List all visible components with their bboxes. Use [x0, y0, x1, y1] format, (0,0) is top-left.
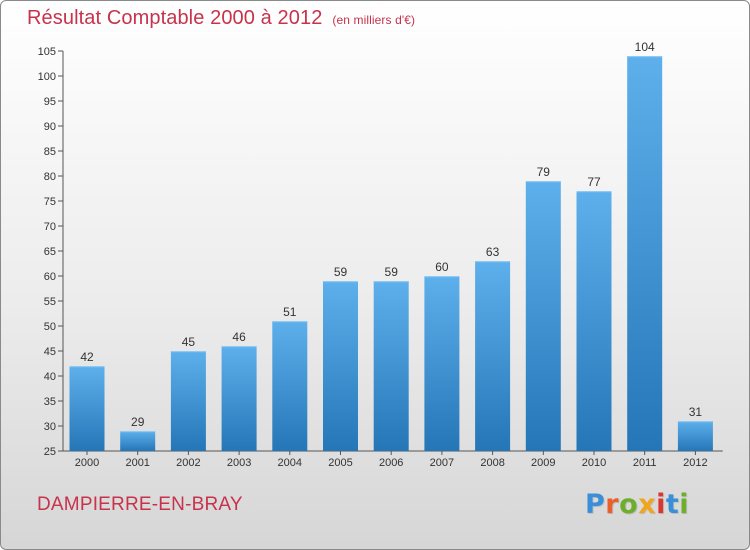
bar-2012 [677, 421, 713, 451]
data-label: 51 [283, 305, 297, 319]
chart-title-text: Résultat Comptable 2000 à 2012 [27, 7, 323, 29]
y-tick-label: 25 [44, 446, 56, 458]
proxiti-logo[interactable]: Proxiti [585, 489, 689, 520]
bar-2002 [170, 351, 206, 451]
data-label: 46 [232, 330, 246, 344]
logo-letter: i [656, 489, 666, 520]
bar-2011 [627, 56, 663, 451]
bars [69, 56, 713, 451]
x-tick-label: 2012 [683, 457, 707, 469]
bar-2008 [475, 261, 511, 451]
y-tick-label: 95 [44, 96, 56, 108]
logo-letter: x [638, 489, 657, 520]
bar-highlight [525, 181, 561, 183]
bar-highlight [627, 56, 663, 58]
chart-subtitle: (en milliers d'€) [332, 13, 416, 27]
bar-highlight [677, 421, 713, 423]
y-tick-label: 85 [44, 146, 56, 158]
data-label: 59 [334, 265, 348, 279]
bar-highlight [475, 261, 511, 263]
y-tick-label: 100 [38, 71, 56, 83]
data-label: 31 [689, 405, 703, 419]
x-tick-label: 2004 [278, 457, 302, 469]
data-label: 42 [80, 350, 94, 364]
data-label: 45 [182, 335, 196, 349]
data-label: 60 [435, 260, 449, 274]
x-tick-label: 2006 [379, 457, 403, 469]
y-tick-label: 75 [44, 196, 56, 208]
bar-highlight [272, 321, 308, 323]
data-label: 59 [385, 265, 399, 279]
x-tick-label: 2000 [75, 457, 99, 469]
x-axis: 2000 2001 2002 2003 2004 2005 2006 2007 2008 2009… [63, 450, 723, 469]
logo-letter: r [605, 489, 620, 520]
data-labels: 42 29 45 46 51 59 59 60 63 79 77 104 31 [80, 40, 702, 429]
bar-2010 [576, 191, 612, 451]
bar-highlight [221, 346, 257, 348]
y-tick-label: 55 [44, 296, 56, 308]
x-tick-label: 2001 [125, 457, 149, 469]
bar-highlight [170, 351, 206, 353]
y-tick-label: 50 [44, 321, 56, 333]
bar-2005 [323, 281, 358, 451]
bar-2009 [525, 181, 561, 451]
commune-name: DAMPIERRE-EN-BRAY [37, 494, 243, 515]
bar-2000 [69, 366, 105, 451]
bar-2003 [221, 346, 257, 451]
y-tick-label: 65 [44, 246, 56, 258]
data-label: 29 [131, 415, 145, 429]
logo-letter: P [585, 489, 606, 520]
x-tick-label: 2008 [480, 457, 504, 469]
y-tick-label: 90 [44, 121, 56, 133]
y-tick-label: 45 [44, 346, 56, 358]
bar-highlight [576, 191, 612, 193]
logo-letter: t [665, 489, 680, 520]
x-tick-label: 2003 [227, 457, 251, 469]
x-tick-label: 2005 [328, 457, 352, 469]
bar-highlight [69, 366, 105, 368]
bar-2007 [424, 276, 460, 451]
x-tick-label: 2007 [430, 457, 454, 469]
y-tick-label: 60 [44, 271, 56, 283]
bar-highlight [120, 431, 156, 433]
logo-letter: i [679, 489, 690, 520]
chart-title: Résultat Comptable 2000 à 2012 (en millie… [27, 7, 415, 30]
bar-highlight [323, 281, 358, 283]
y-tick-label: 30 [44, 421, 56, 433]
data-label: 79 [537, 165, 551, 179]
y-axis: 25 30 35 40 45 50 55 60 65 70 75 80 85 90 95 100 105 [38, 46, 64, 458]
bar-highlight [424, 276, 460, 278]
y-tick-label: 40 [44, 371, 56, 383]
y-tick-label: 70 [44, 221, 56, 233]
bar-2004 [272, 321, 308, 451]
x-tick-label: 2002 [176, 457, 200, 469]
x-tick-label: 2009 [531, 457, 555, 469]
bar-highlight [373, 281, 409, 283]
bar-2006 [373, 281, 409, 451]
bar-2001 [120, 431, 156, 451]
logo-letter: o [619, 489, 639, 520]
x-tick-label: 2010 [582, 457, 606, 469]
y-tick-label: 105 [38, 46, 56, 58]
x-tick-label: 2011 [633, 457, 657, 469]
y-tick-label: 80 [44, 171, 56, 183]
data-label: 104 [635, 40, 655, 54]
data-label: 77 [587, 175, 601, 189]
data-label: 63 [486, 245, 500, 259]
y-tick-label: 35 [44, 396, 56, 408]
